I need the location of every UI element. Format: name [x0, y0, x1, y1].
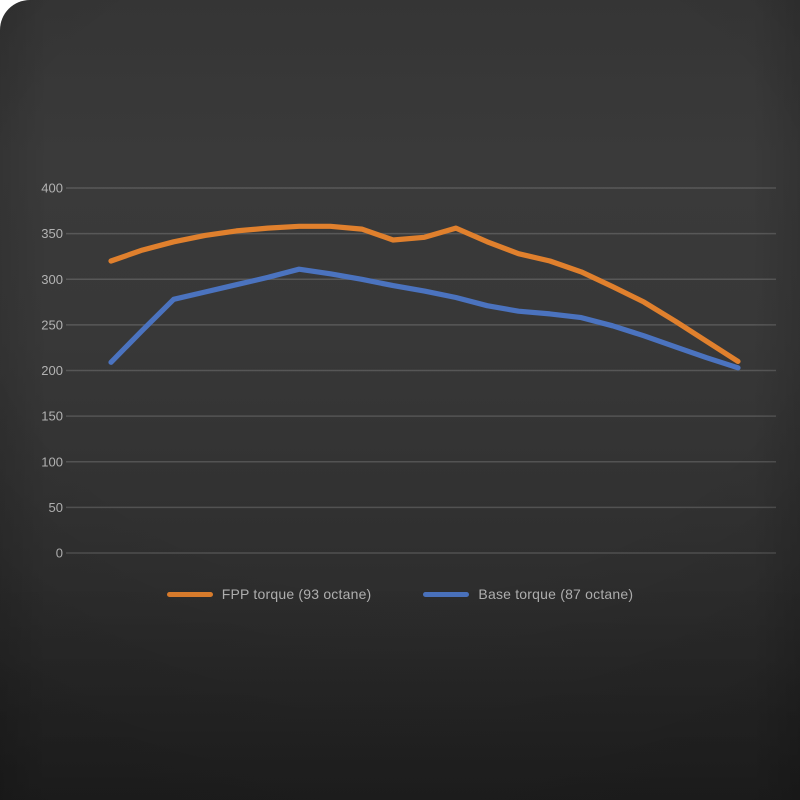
series-lines	[108, 223, 741, 371]
y-tick-label-100: 100	[41, 454, 63, 469]
series-line-0	[108, 223, 741, 364]
series-line-1	[108, 266, 741, 371]
legend-label-base-torque: Base torque (87 octane)	[478, 586, 634, 602]
legend-item-base-torque: Base torque (87 octane)	[423, 586, 633, 602]
legend-swatch-fpp-torque	[166, 591, 213, 597]
y-tick-label-400: 400	[41, 181, 63, 196]
y-tick-label-50: 50	[49, 500, 63, 515]
legend-item-fpp-torque: FPP torque (93 octane)	[166, 586, 372, 602]
y-tick-label-350: 350	[41, 226, 63, 241]
y-tick-label-300: 300	[41, 272, 63, 287]
legend: FPP torque (93 octane) Base torque (87 o…	[0, 586, 800, 602]
y-tick-label-150: 150	[41, 409, 63, 424]
gridlines	[66, 187, 776, 554]
y-tick-label-0: 0	[56, 546, 63, 561]
legend-swatch-base-torque	[423, 591, 470, 597]
y-tick-label-250: 250	[41, 317, 63, 332]
legend-label-fpp-torque: FPP torque (93 octane)	[221, 586, 372, 602]
y-axis-labels: 400 350 300 250 200 150 100 50 0	[41, 181, 63, 561]
y-tick-label-200: 200	[41, 363, 63, 378]
